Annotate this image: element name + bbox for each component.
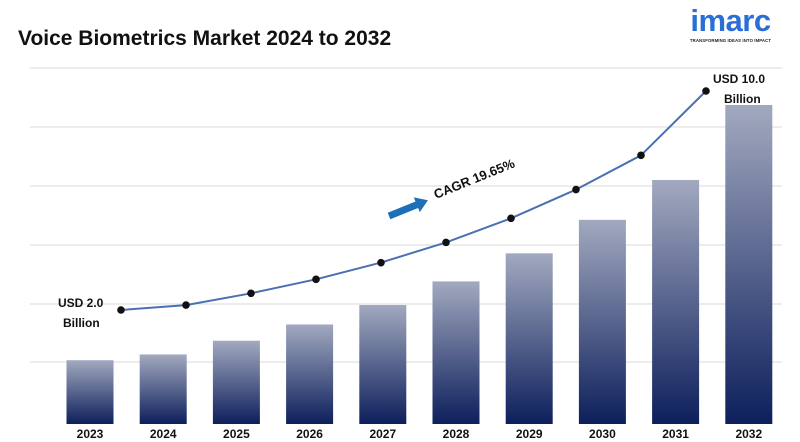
- x-tick-2025: 2025: [223, 427, 250, 441]
- bar-2025: [212, 340, 260, 424]
- trend-point-2031: [637, 151, 645, 160]
- trend-point-2030: [572, 185, 580, 194]
- bar-2031: [652, 179, 700, 424]
- trend-point-2027: [377, 258, 385, 267]
- x-tick-2026: 2026: [296, 427, 323, 441]
- cagr-label: CAGR 19.65%: [432, 156, 518, 202]
- bar-2026: [286, 324, 334, 424]
- brand-tagline: TRANSFORMING IDEAS INTO IMPACT: [689, 38, 772, 43]
- x-axis-ticks: 2023 2024 2025 2026 2027 2028 2029 2030 2031 2032: [77, 427, 763, 441]
- x-tick-2030: 2030: [589, 427, 616, 441]
- x-tick-2032: 2032: [735, 427, 762, 441]
- end-value-label: USD 10.0: [713, 72, 765, 86]
- bar-2023: [66, 360, 114, 424]
- bar-2027: [359, 305, 407, 424]
- bar-2032: [725, 105, 773, 424]
- trend-line: [120, 90, 707, 311]
- trend-point-2026: [312, 275, 320, 284]
- trend-point-2029: [507, 214, 515, 223]
- x-tick-2029: 2029: [516, 427, 543, 441]
- trend-line-group: [117, 87, 710, 314]
- bar-2024: [139, 354, 187, 424]
- x-tick-2023: 2023: [77, 427, 104, 441]
- cagr-arrow-icon: [387, 197, 428, 220]
- trend-point-2028: [442, 238, 450, 247]
- x-tick-2024: 2024: [150, 427, 177, 441]
- x-tick-2027: 2027: [369, 427, 396, 441]
- start-value-unit: Billion: [63, 316, 100, 330]
- brand-name: imarc: [690, 3, 771, 38]
- brand-logo: imarc TRANSFORMING IDEAS INTO IMPACT: [683, 4, 778, 44]
- trend-point-2025: [247, 289, 255, 298]
- end-value-unit: Billion: [724, 92, 761, 106]
- x-tick-2028: 2028: [443, 427, 470, 441]
- start-value-label: USD 2.0: [58, 296, 104, 310]
- bar-2029: [505, 253, 553, 424]
- trend-point-2023: [117, 306, 125, 314]
- bar-2030: [578, 219, 626, 424]
- bar-2028: [432, 281, 480, 424]
- trend-point-2024: [182, 301, 190, 309]
- trend-point-2032: [702, 87, 710, 95]
- x-tick-2031: 2031: [662, 427, 689, 441]
- bars: [66, 105, 773, 424]
- chart-title: Voice Biometrics Market 2024 to 2032: [18, 27, 392, 50]
